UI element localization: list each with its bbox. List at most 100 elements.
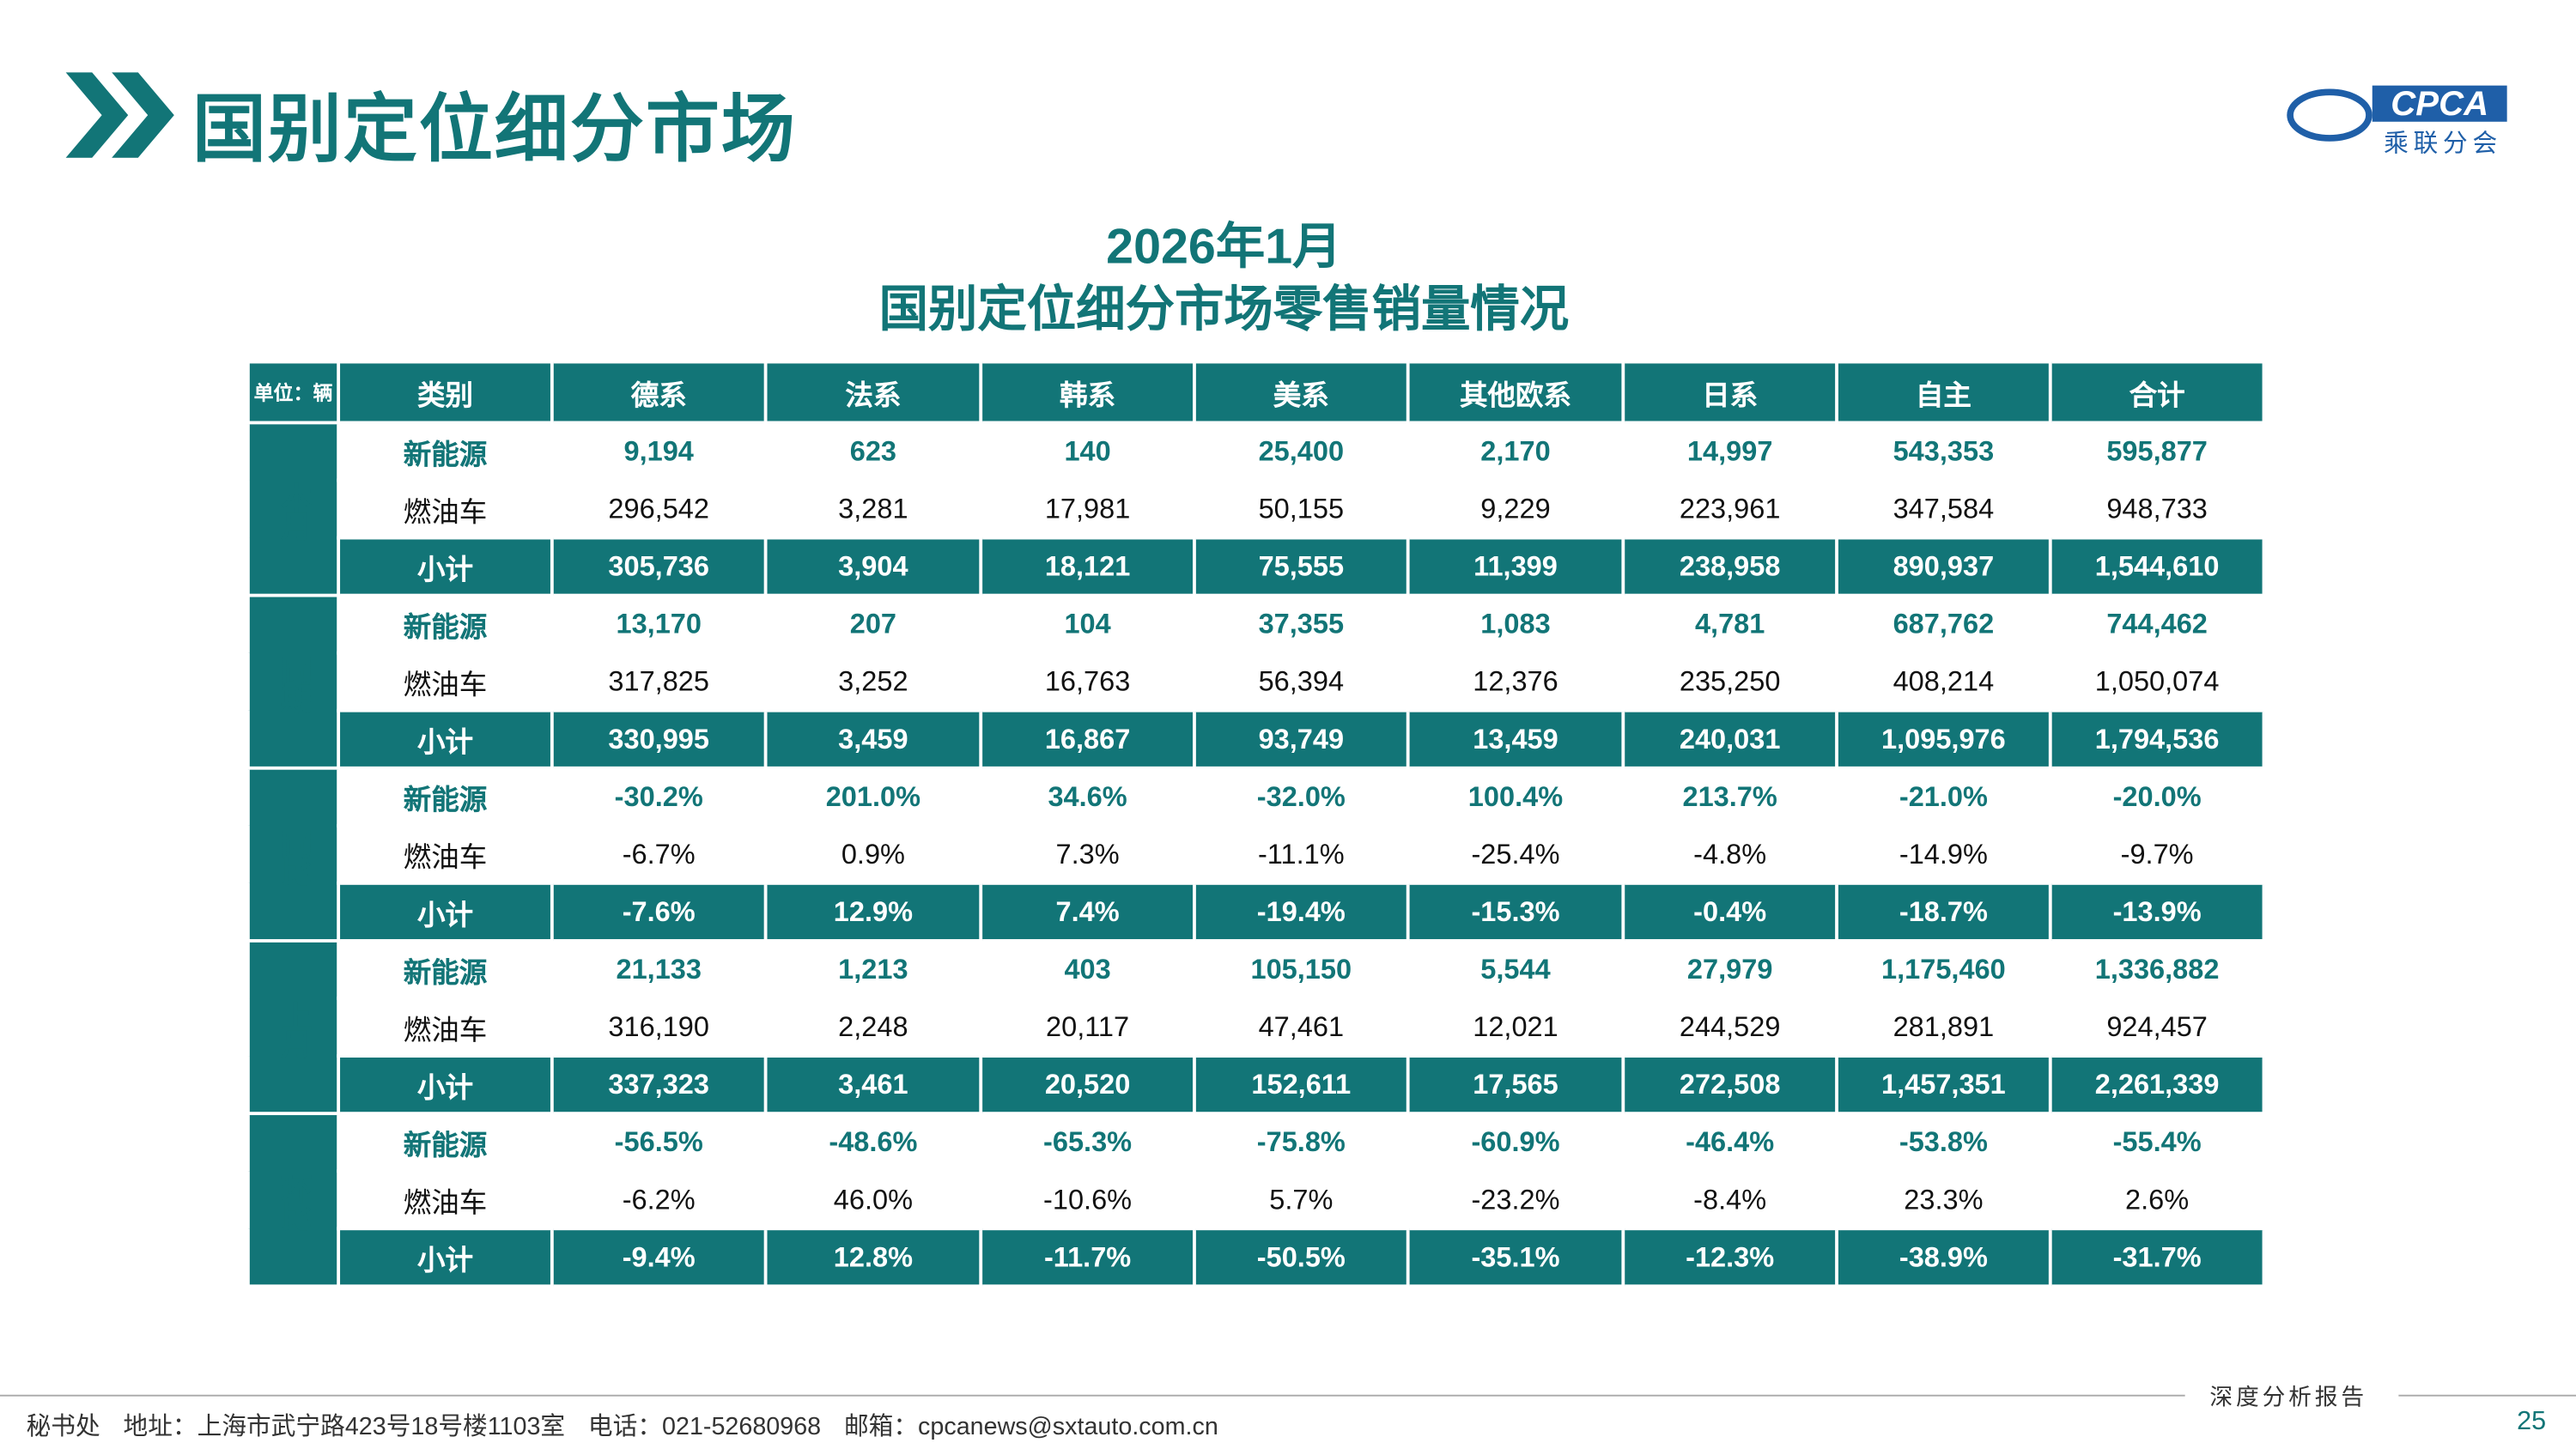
data-row: 上月 新能源 21,133 1,213 403 105,150 5,544 27,979 1,1…	[246, 939, 2266, 1116]
cell: -21.0%	[1835, 766, 2052, 828]
cell: -30.2%	[550, 766, 768, 828]
cell: 34.6%	[979, 766, 1196, 828]
cell: -8.4%	[1621, 1169, 1838, 1231]
cell: 12.9%	[763, 881, 983, 943]
group-label: 同期	[246, 593, 341, 770]
footer-item: 邮箱：cpcanews@sxtauto.com.cn	[843, 1412, 1218, 1441]
cell: 1,457,351	[1835, 1054, 2052, 1116]
cell: 0.9%	[763, 823, 983, 885]
column-header: 韩系	[979, 360, 1196, 425]
cell: 238,958	[1621, 536, 1838, 597]
cell: -19.4%	[1193, 881, 1410, 943]
data-row: 小计 -7.6% 12.9% 7.4% -19.4% -15.3% -0.4% -18.7% -…	[248, 881, 2266, 943]
cell: 2,170	[1406, 421, 1625, 482]
cell: 1,794,536	[2048, 708, 2266, 770]
cell: 17,981	[979, 478, 1196, 540]
row-label: 燃油车	[337, 823, 554, 885]
footer-item: 秘书处	[26, 1412, 100, 1441]
cell: 7.4%	[979, 881, 1196, 943]
cell: 23.3%	[1835, 1169, 2052, 1231]
cell: 1,083	[1406, 593, 1625, 655]
report-label: 深度分析报告	[2209, 1386, 2368, 1411]
row-label: 新能源	[337, 766, 554, 828]
column-header: 德系	[550, 360, 768, 425]
cell: 9,194	[550, 421, 768, 482]
cell: 272,508	[1621, 1054, 1838, 1116]
cell: 16,763	[979, 651, 1196, 712]
column-header: 其他欧系	[1406, 360, 1625, 425]
group-label: 同比	[246, 766, 341, 943]
cell: -12.3%	[1621, 1227, 1838, 1288]
cell: 201.0%	[763, 766, 983, 828]
cell: 12.8%	[763, 1227, 983, 1288]
column-header: 美系	[1193, 360, 1410, 425]
cell: -7.6%	[550, 881, 768, 943]
data-row: 小计 330,995 3,459 16,867 93,749 13,459 240,031 1…	[248, 708, 2266, 770]
data-row: 环比 新能源 -56.5% -48.6% -65.3% -75.8% -60.9% -46.4…	[246, 1112, 2266, 1288]
cell: 100.4%	[1406, 766, 1625, 828]
cell: 337,323	[550, 1054, 768, 1116]
cell: 20,520	[979, 1054, 1196, 1116]
column-header: 法系	[763, 360, 983, 425]
page-number: 25	[2517, 1408, 2547, 1436]
data-row: 燃油车 296,542 3,281 17,981 50,155 9,229 223,961 3…	[248, 478, 2266, 540]
data-row: 同比 新能源 -30.2% 201.0% 34.6% -32.0% 100.4% 213.7%…	[246, 766, 2266, 943]
cell: 1,544,610	[2048, 536, 2266, 597]
footer: 秘书处 地址：上海市武宁路423号18号楼1103室 电话：021-52680968…	[27, 1408, 1242, 1442]
cell: 744,462	[2048, 593, 2266, 655]
column-header: 日系	[1621, 360, 1838, 425]
cell: 924,457	[2048, 997, 2266, 1058]
cell: 37,355	[1193, 593, 1410, 655]
cell: 13,170	[550, 593, 768, 655]
cell: -11.1%	[1193, 823, 1410, 885]
cell: 5,544	[1406, 939, 1625, 1000]
cell: 2,261,339	[2048, 1054, 2266, 1116]
footer-rule	[2398, 1394, 2576, 1397]
row-label: 新能源	[337, 421, 554, 482]
header-row: 单位：辆 类别 德系 法系 韩系 美系 其他欧系 日系 自主 合计	[246, 360, 2266, 425]
cell: 890,937	[1835, 536, 2052, 597]
cell: 9,229	[1406, 478, 1625, 540]
cell: -65.3%	[979, 1112, 1196, 1173]
cell: -6.7%	[550, 823, 768, 885]
cell: -14.9%	[1835, 823, 2052, 885]
cell: 4,781	[1621, 593, 1838, 655]
column-header: 类别	[337, 360, 554, 425]
cell: -11.7%	[979, 1227, 1196, 1288]
cell: -53.8%	[1835, 1112, 2052, 1173]
chevron-icon	[65, 72, 174, 158]
cell: 75,555	[1193, 536, 1410, 597]
cell: -48.6%	[763, 1112, 983, 1173]
row-label: 小计	[337, 536, 554, 597]
cell: 2,248	[763, 997, 983, 1058]
group-label: 环比	[246, 1112, 341, 1288]
cell: 316,190	[550, 997, 768, 1058]
cell: -60.9%	[1406, 1112, 1625, 1173]
data-row: 小计 305,736 3,904 18,121 75,555 11,399 238,958 8…	[248, 536, 2266, 597]
cell: -10.6%	[979, 1169, 1196, 1231]
column-header: 合计	[2048, 360, 2266, 425]
logo: CPCA 乘联分会	[2287, 84, 2507, 157]
cell: 223,961	[1621, 478, 1838, 540]
cell: 281,891	[1835, 997, 2052, 1058]
cell: 16,867	[979, 708, 1196, 770]
cell: 240,031	[1621, 708, 1838, 770]
data-row: 小计 337,323 3,461 20,520 152,611 17,565 272,508…	[248, 1054, 2266, 1116]
table-title: 2026年1月	[1106, 220, 1342, 275]
data-table: 单位：辆 类别 德系 法系 韩系 美系 其他欧系 日系 自主 合计 本月 新能源 9,194 623 140…	[246, 360, 2266, 1288]
cell: 104	[979, 593, 1196, 655]
cell: 1,336,882	[2048, 939, 2266, 1000]
cell: -46.4%	[1621, 1112, 1838, 1173]
cell: -75.8%	[1193, 1112, 1410, 1173]
cell: 3,904	[763, 536, 983, 597]
data-row: 燃油车 -6.2% 46.0% -10.6% 5.7% -23.2% -8.4% 23.3% 2…	[248, 1169, 2266, 1231]
data-row: 本月 新能源 9,194 623 140 25,400 2,170 14,997 543,353…	[246, 421, 2266, 597]
row-label: 新能源	[337, 1112, 554, 1173]
cell: 27,979	[1621, 939, 1838, 1000]
cell: 1,213	[763, 939, 983, 1000]
cell: 47,461	[1193, 997, 1410, 1058]
cell: 347,584	[1835, 478, 2052, 540]
cell: 687,762	[1835, 593, 2052, 655]
cell: 21,133	[550, 939, 768, 1000]
